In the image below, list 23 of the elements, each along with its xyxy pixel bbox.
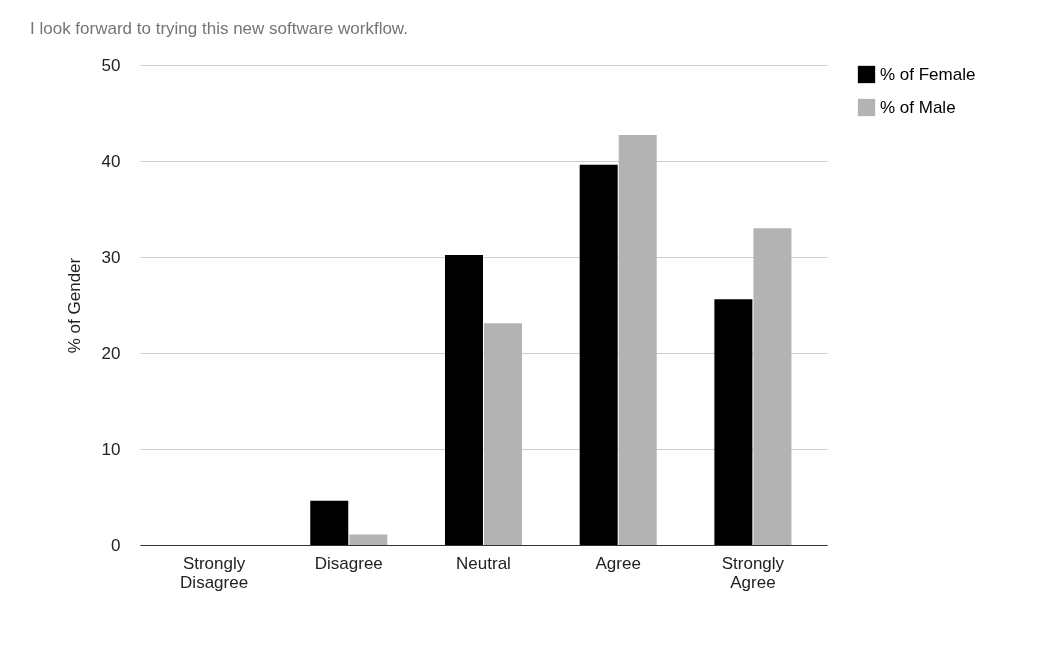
bar <box>349 534 388 545</box>
x-tick-label: Neutral <box>456 553 511 573</box>
bar <box>618 135 657 545</box>
y-tick-label: 20 <box>101 343 121 363</box>
legend-label: % of Male <box>880 97 956 117</box>
bar <box>444 255 483 545</box>
y-axis-title: % of Gender <box>64 257 84 354</box>
bar <box>579 164 618 545</box>
bar <box>310 500 349 545</box>
y-tick-label: 50 <box>101 55 121 75</box>
x-tick-label: Disagree <box>314 553 383 573</box>
y-tick-label: 30 <box>101 247 121 267</box>
bar <box>753 228 792 545</box>
chart-title: I look forward to trying this new software workflow. <box>30 19 408 38</box>
x-tick-label: Agree <box>595 553 641 573</box>
bar <box>714 299 753 545</box>
y-tick-label: 0 <box>111 535 121 555</box>
y-tick-label: 40 <box>101 151 121 171</box>
legend-label: % of Female <box>880 64 976 84</box>
y-tick-label: 10 <box>101 439 121 459</box>
bar <box>484 323 523 545</box>
x-tick-label: Strongly Agree <box>721 553 785 592</box>
x-tick-label: Strongly Disagree <box>180 553 249 592</box>
